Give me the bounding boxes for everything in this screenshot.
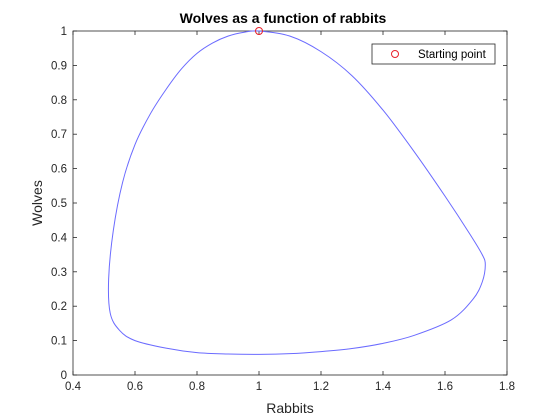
y-tick-label: 0.6 — [51, 164, 67, 176]
x-tick-label: 0.8 — [189, 381, 205, 393]
chart-title: Wolves as a function of rabbits — [180, 10, 387, 26]
x-tick-label: 1.6 — [437, 381, 453, 393]
y-tick-label: 0.3 — [51, 267, 67, 279]
y-tick-label: 0.4 — [51, 232, 68, 244]
starting-point-marker — [255, 27, 263, 35]
legend: Starting point — [371, 43, 496, 65]
x-tick-label: 1.8 — [499, 381, 515, 393]
x-tick-label: 1.2 — [313, 381, 329, 393]
y-tick-label: 0 — [61, 370, 67, 382]
x-axis-label: Rabbits — [266, 400, 313, 416]
y-tick-label: 0.5 — [51, 198, 67, 210]
y-tick-label: 0.8 — [51, 95, 67, 107]
y-tick-label: 0.9 — [51, 60, 67, 72]
y-tick-label: 1 — [61, 26, 67, 38]
y-tick-label: 0.1 — [51, 336, 67, 348]
legend-entry-starting-point: Starting point — [418, 49, 487, 61]
x-tick-label: 1.4 — [375, 381, 392, 393]
x-tick-label: 0.6 — [127, 381, 143, 393]
legend-marker-icon — [391, 50, 399, 58]
y-axis-label: Wolves — [29, 180, 45, 226]
legend-box — [371, 43, 496, 65]
y-tick-label: 0.2 — [51, 301, 67, 313]
x-tick-label: 0.4 — [65, 381, 82, 393]
plot-area — [72, 30, 508, 376]
x-tick-label: 1 — [256, 381, 262, 393]
y-tick-label: 0.7 — [51, 129, 67, 141]
wolves-vs-rabbits-curve — [107, 30, 486, 355]
